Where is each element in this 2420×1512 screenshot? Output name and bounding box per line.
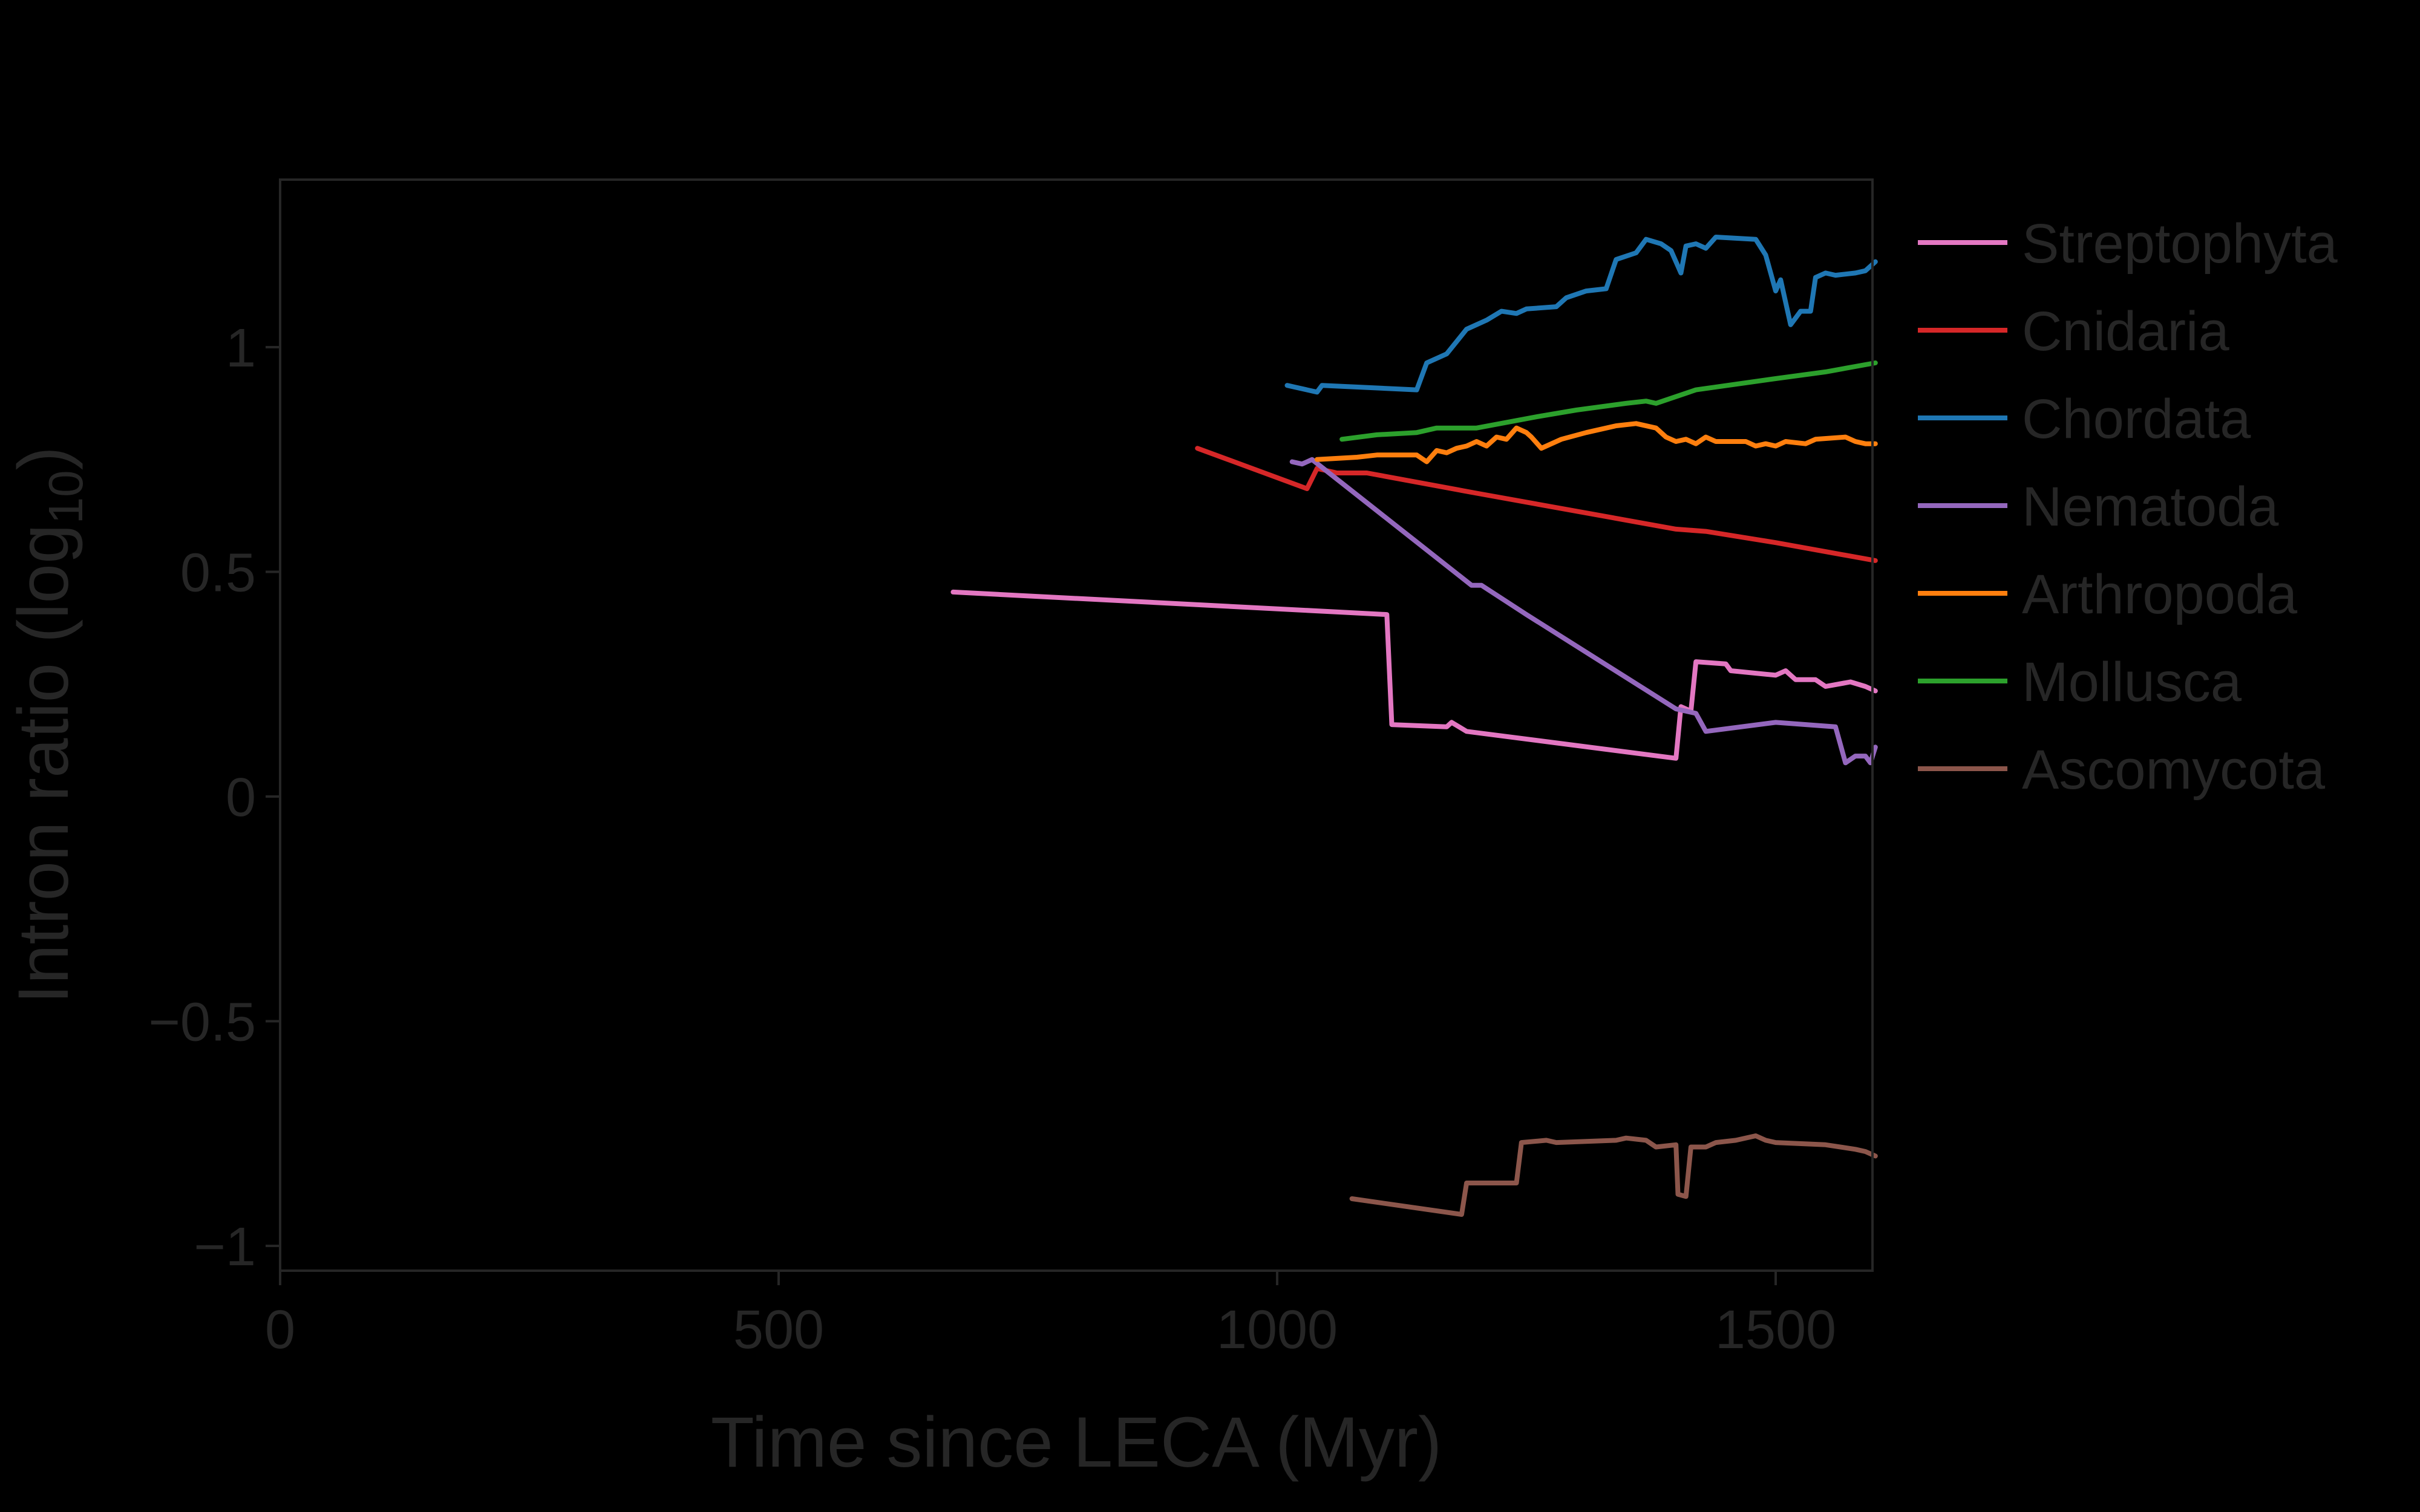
- series-line-mollusca: [1339, 360, 1878, 442]
- x-tick-label: 1500: [1715, 1300, 1836, 1360]
- legend-label-chordata: Chordata: [2022, 388, 2251, 450]
- series-line-nematoda: [1289, 457, 1878, 766]
- series-line-ascomycota: [1349, 1133, 1878, 1217]
- series-line-chordata: [1284, 235, 1878, 395]
- y-tick-label: −0.5: [148, 992, 256, 1053]
- plot-frame: [279, 178, 1874, 1272]
- legend-label-streptophyta: Streptophyta: [2022, 213, 2338, 275]
- y-tick-label: 1: [226, 318, 256, 379]
- x-tick-label: 0: [265, 1300, 295, 1360]
- series-line-cnidaria: [1195, 446, 1878, 563]
- legend-label-ascomycota: Ascomycota: [2022, 739, 2326, 801]
- series-layer: [950, 235, 1878, 1217]
- y-tick-label: 0.5: [180, 543, 256, 604]
- legend-label-nematoda: Nematoda: [2022, 476, 2279, 538]
- y-axis: 1 0.5 0 −0.5 −1: [148, 318, 280, 1277]
- legend-label-cnidaria: Cnidaria: [2022, 301, 2229, 362]
- legend: Streptophyta Cnidaria Chordata Nematoda Arth…: [1918, 213, 2338, 801]
- y-tick-label: −1: [194, 1217, 256, 1277]
- x-tick-label: 500: [733, 1300, 824, 1360]
- y-axis-label-subscript: 10: [39, 470, 93, 524]
- x-axis-label: Time since LECA (Myr): [711, 1403, 1442, 1482]
- legend-label-arthropoda: Arthropoda: [2022, 564, 2298, 625]
- legend-label-mollusca: Mollusca: [2022, 651, 2242, 713]
- x-tick-label: 1000: [1217, 1300, 1338, 1360]
- series-line-arthropoda: [1314, 421, 1878, 464]
- y-tick-label: 0: [226, 767, 256, 828]
- series-line-streptophyta: [950, 589, 1878, 761]
- y-axis-label-main: Intron ratio (log: [4, 524, 83, 1004]
- x-axis: 0 500 1000 1500: [265, 1271, 1836, 1360]
- y-axis-label: Intron ratio (log10): [4, 446, 93, 1004]
- y-axis-label-end: ): [4, 446, 83, 470]
